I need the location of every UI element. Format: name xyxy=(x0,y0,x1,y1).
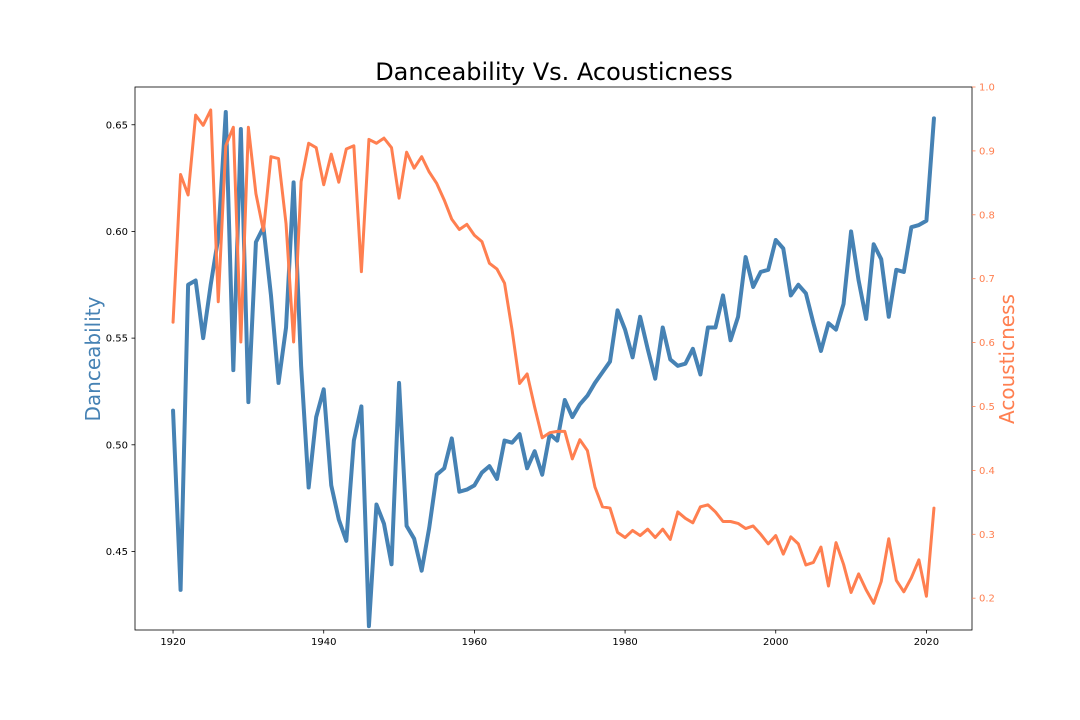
acousticness-line xyxy=(171,108,936,605)
x-tick-label: 2020 xyxy=(914,637,939,648)
x-tick-label: 1920 xyxy=(160,637,185,648)
y-right-tick-label: 0.4 xyxy=(979,466,995,477)
y-right-tick-label: 1.0 xyxy=(979,83,995,94)
y-left-tick-label: 0.45 xyxy=(106,547,128,558)
y-axis-left: 0.45 0.50 0.55 0.60 0.65 xyxy=(106,120,135,558)
y-axis-right-title: Acousticness xyxy=(995,294,1019,424)
x-tick-label: 1940 xyxy=(311,637,336,648)
y-axis-left-title: Danceability xyxy=(81,296,105,421)
y-left-tick-label: 0.65 xyxy=(106,120,128,131)
y-left-tick-label: 0.55 xyxy=(106,334,128,345)
series-layer xyxy=(171,108,936,629)
y-right-tick-label: 0.6 xyxy=(979,338,995,349)
y-right-tick-label: 0.7 xyxy=(979,274,995,285)
y-left-tick-label: 0.50 xyxy=(106,440,128,451)
y-left-tick-label: 0.60 xyxy=(106,227,128,238)
plot-area-frame xyxy=(134,86,973,631)
y-right-tick-label: 0.5 xyxy=(979,402,995,413)
y-right-tick-label: 0.9 xyxy=(979,146,995,157)
chart-title: Danceability Vs. Acousticness xyxy=(375,58,733,86)
x-tick-label: 2000 xyxy=(763,637,788,648)
x-axis: 1920 1940 1960 1980 2000 2020 xyxy=(160,630,939,648)
danceability-line xyxy=(171,109,936,629)
x-tick-label: 1980 xyxy=(612,637,637,648)
y-axis-right: 0.2 0.3 0.4 0.5 0.6 0.7 0.8 0.9 1.0 xyxy=(972,83,995,605)
y-right-tick-label: 0.2 xyxy=(979,594,995,605)
y-right-tick-label: 0.8 xyxy=(979,210,995,221)
y-right-tick-label: 0.3 xyxy=(979,530,995,541)
x-tick-label: 1960 xyxy=(462,637,487,648)
